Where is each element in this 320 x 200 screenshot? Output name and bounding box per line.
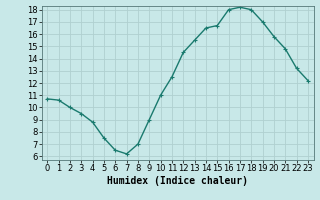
X-axis label: Humidex (Indice chaleur): Humidex (Indice chaleur) <box>107 176 248 186</box>
